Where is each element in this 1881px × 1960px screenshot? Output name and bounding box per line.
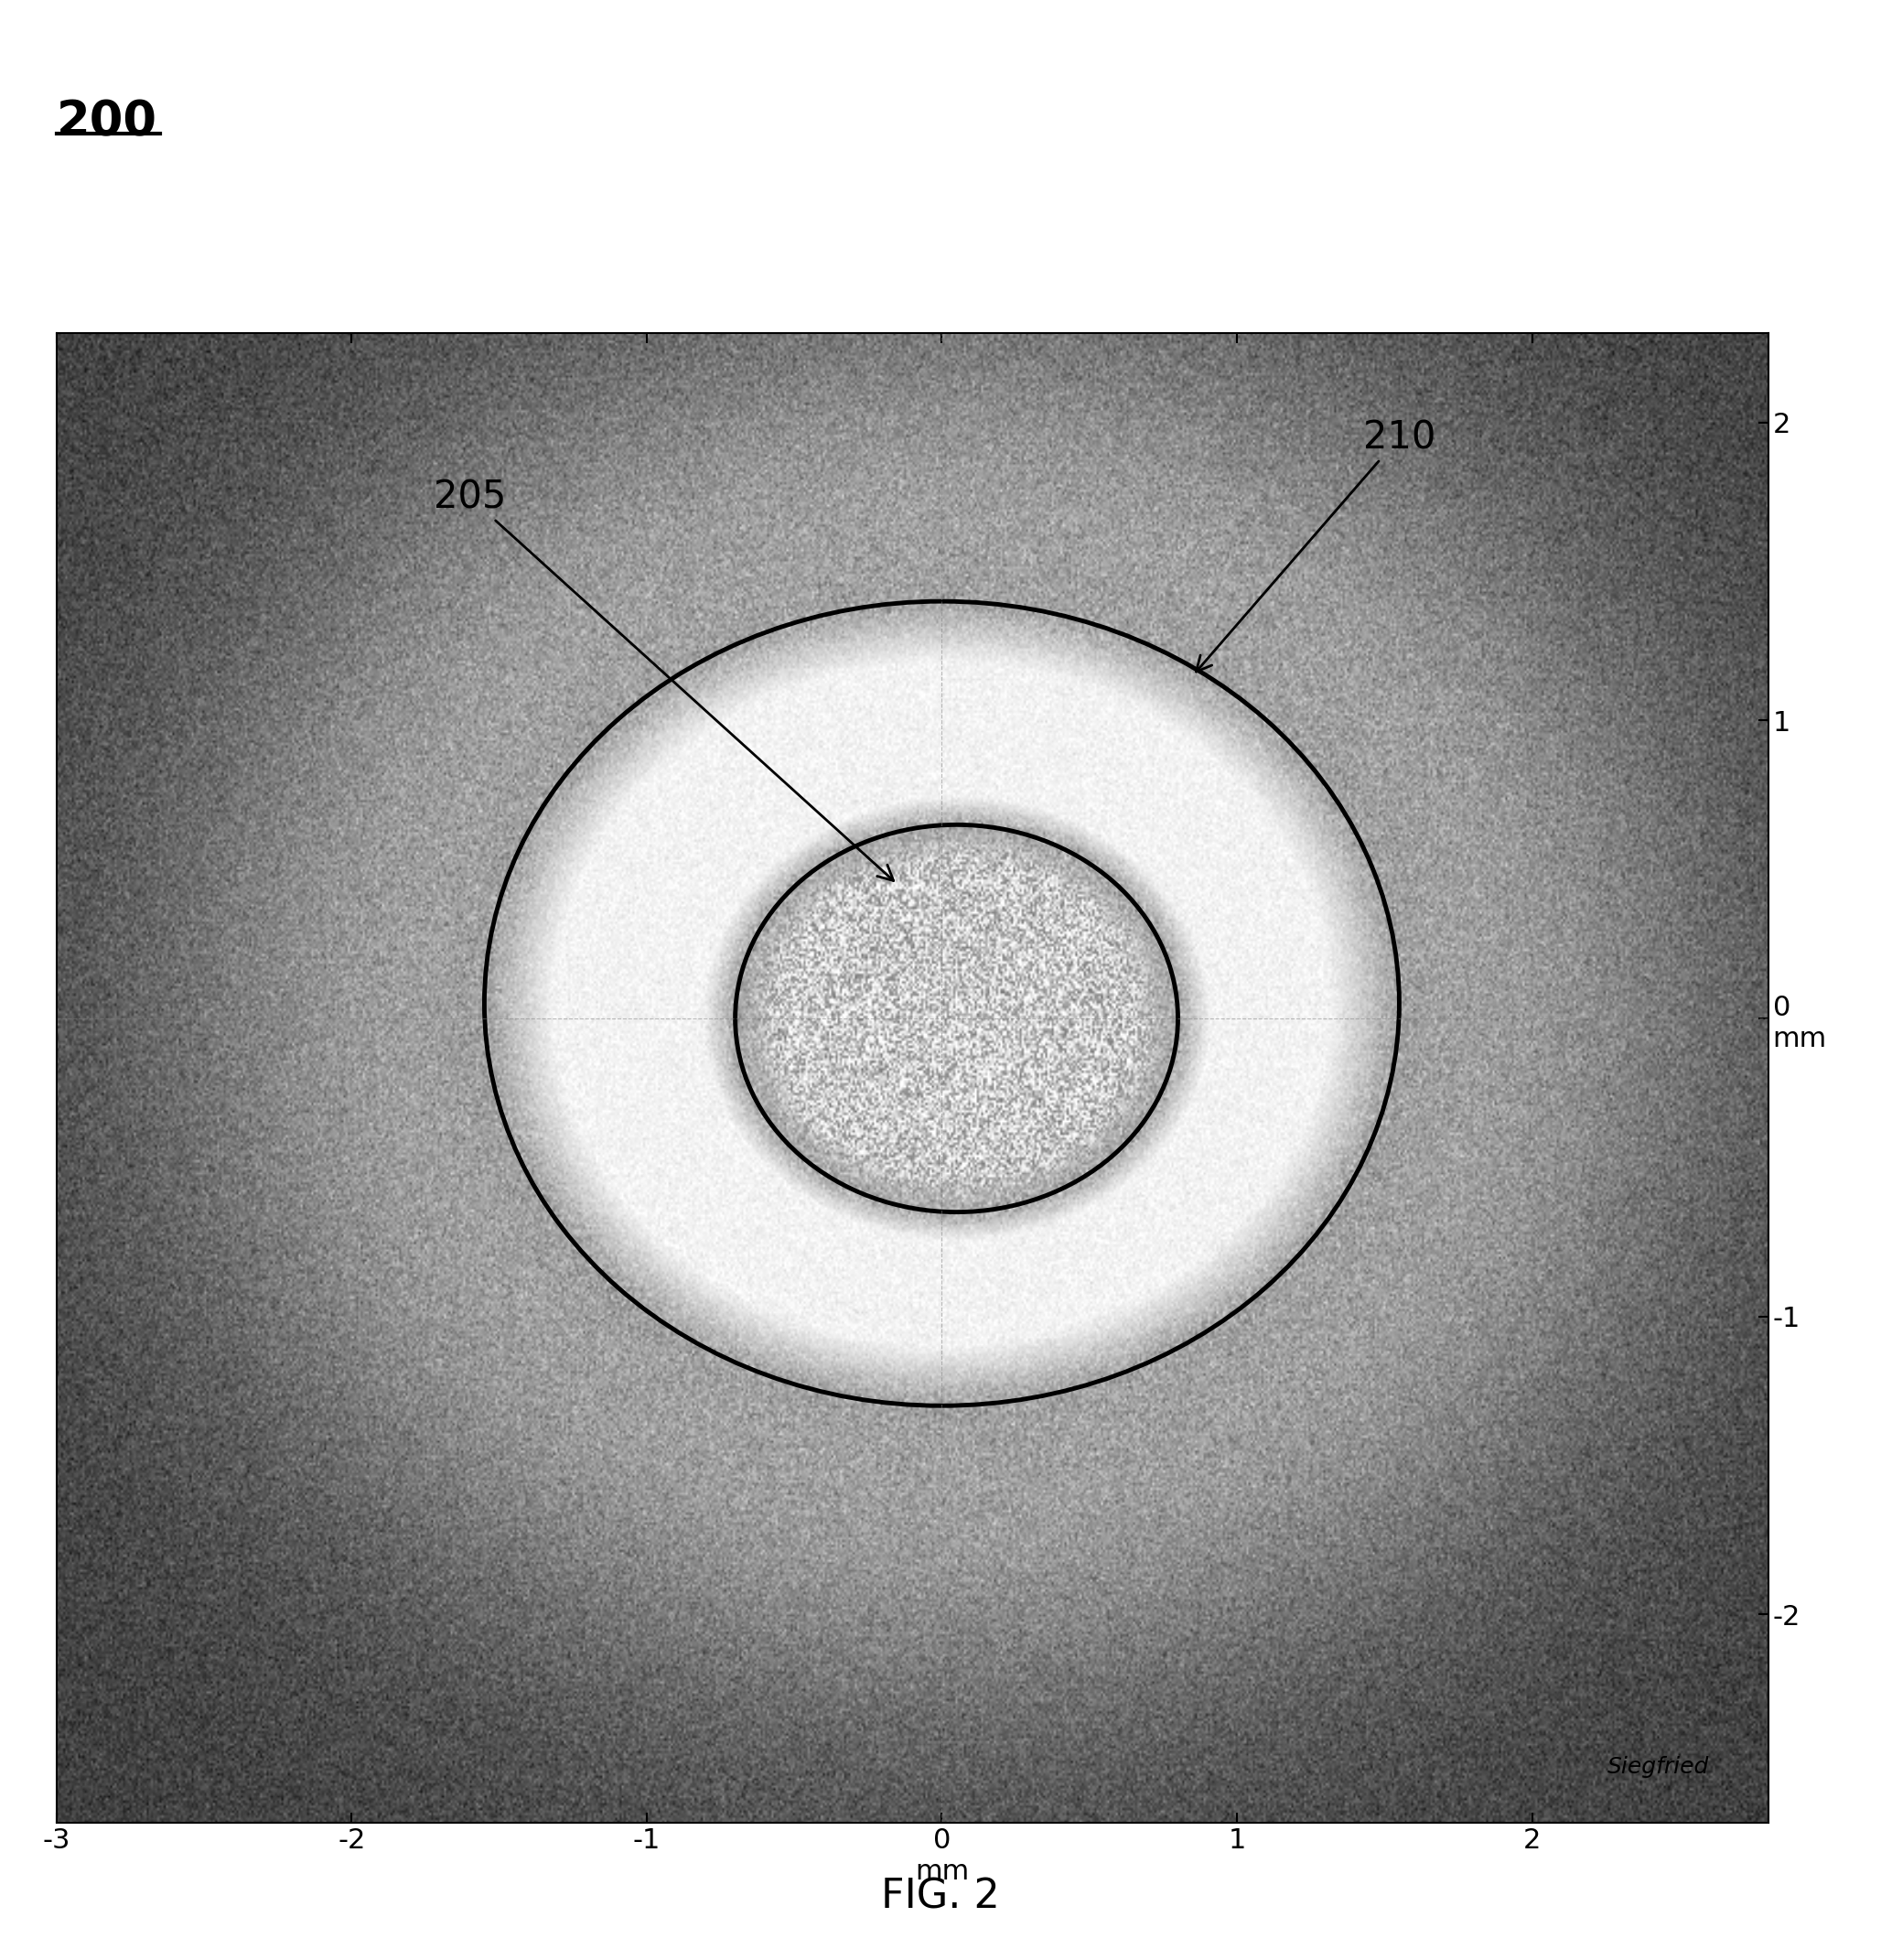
Text: Siegfried: Siegfried <box>1606 1756 1710 1778</box>
Text: 205: 205 <box>433 478 893 880</box>
Text: FIG. 2: FIG. 2 <box>880 1878 1001 1917</box>
Text: 200: 200 <box>56 98 158 145</box>
Text: 210: 210 <box>1196 417 1435 672</box>
